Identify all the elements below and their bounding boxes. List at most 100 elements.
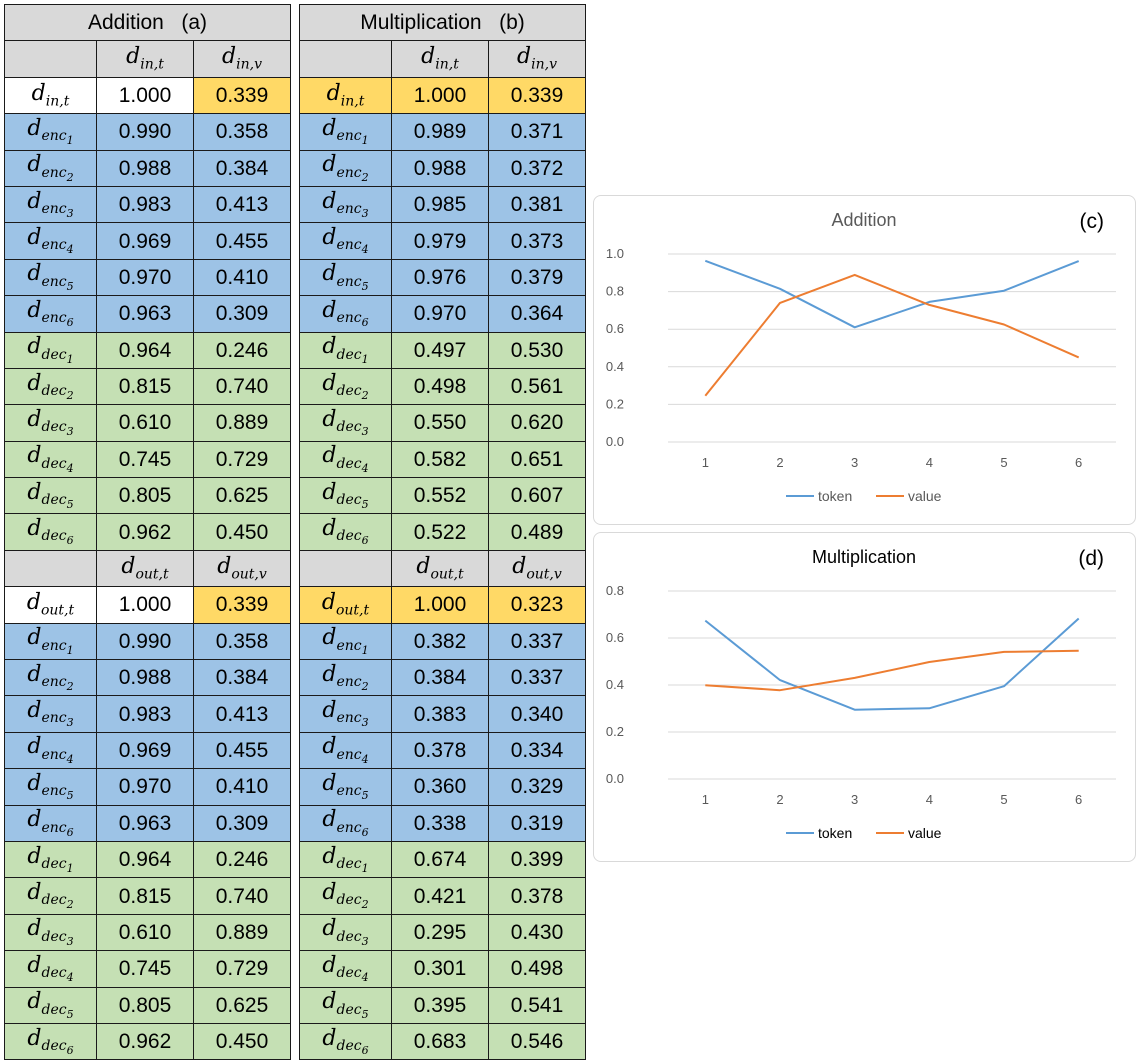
symbol-base: d bbox=[322, 952, 337, 978]
sub-subscript-text: 1 bbox=[66, 133, 74, 147]
token-value: 0.970 bbox=[413, 302, 467, 326]
sub-subscript-text: 6 bbox=[66, 825, 74, 839]
value-value-cell: 0.309 bbox=[192, 295, 292, 333]
sub-subscript-text: 6 bbox=[66, 315, 74, 329]
y-tick-label: 0.6 bbox=[606, 321, 624, 336]
math-symbol: ddec5 bbox=[322, 989, 368, 1020]
table-row: din,t 1.000 0.339 bbox=[299, 76, 587, 115]
symbol-base: d bbox=[27, 479, 42, 505]
symbol-subscript: dec2 bbox=[337, 383, 369, 401]
sub-subscript-text: 6 bbox=[361, 534, 369, 548]
value-value-cell: 0.625 bbox=[192, 986, 292, 1024]
token-value-cell: 0.522 bbox=[391, 513, 489, 551]
sub-subscript-text: 6 bbox=[361, 1043, 369, 1057]
table-row: ddec1 0.497 0.530 bbox=[299, 331, 587, 369]
sub-subscript-text: 5 bbox=[66, 279, 74, 293]
value-value: 0.740 bbox=[215, 375, 269, 399]
symbol-base: d bbox=[322, 661, 337, 687]
token-value-cell: 0.976 bbox=[391, 258, 489, 297]
token-value-cell: 0.552 bbox=[391, 477, 489, 515]
value-value: 0.889 bbox=[215, 920, 269, 944]
subscript-text: dec bbox=[336, 892, 362, 909]
subscript-text: dec bbox=[41, 1037, 67, 1054]
subscript-text: dec bbox=[41, 382, 67, 399]
value-value: 0.625 bbox=[215, 484, 269, 508]
row-label-cell: denc2 bbox=[299, 149, 392, 187]
token-value-cell: 0.805 bbox=[96, 477, 194, 515]
token-value: 1.000 bbox=[413, 593, 467, 617]
token-value: 0.384 bbox=[413, 666, 467, 690]
row-label-cell: denc5 bbox=[4, 768, 97, 806]
symbol-subscript: enc3 bbox=[336, 201, 368, 219]
symbol-sub-subscript: 2 bbox=[362, 170, 369, 183]
row-label-cell: ddec1 bbox=[4, 840, 97, 879]
symbol-sub-subscript: 6 bbox=[67, 825, 74, 838]
row-label-cell: ddec1 bbox=[299, 840, 392, 879]
symbol-base: d bbox=[222, 44, 237, 70]
sub-subscript-text: 5 bbox=[361, 279, 369, 293]
sub-subscript-text: 5 bbox=[66, 1007, 74, 1021]
symbol-subscript: out,t bbox=[336, 603, 369, 619]
token-value-cell: 0.988 bbox=[391, 149, 489, 187]
column-header-row: dout,t dout,v bbox=[4, 549, 292, 588]
symbol-subscript: enc2 bbox=[41, 674, 73, 692]
token-value: 0.815 bbox=[118, 884, 172, 908]
symbol-base: d bbox=[322, 261, 337, 287]
subscript-text: enc bbox=[336, 237, 362, 254]
sub-subscript-text: 3 bbox=[361, 425, 369, 439]
row-label-cell: denc2 bbox=[299, 659, 392, 697]
token-value-cell: 0.983 bbox=[96, 695, 194, 733]
value-value-cell: 0.455 bbox=[192, 731, 292, 770]
row-label-cell: ddec4 bbox=[299, 440, 392, 479]
table-row: denc1 0.990 0.358 bbox=[4, 622, 292, 661]
value-value-cell: 0.450 bbox=[192, 513, 292, 551]
value-value: 0.358 bbox=[215, 120, 269, 144]
symbol-base: d bbox=[322, 734, 337, 760]
token-value-cell: 0.382 bbox=[391, 622, 489, 661]
value-value-cell: 0.889 bbox=[192, 913, 292, 952]
row-label-cell: ddec6 bbox=[299, 513, 392, 551]
value-value: 0.729 bbox=[215, 957, 269, 981]
math-symbol: denc2 bbox=[27, 662, 73, 692]
subscript-text: dec bbox=[336, 928, 362, 945]
symbol-sub-subscript: 5 bbox=[67, 1007, 74, 1020]
token-value: 0.979 bbox=[413, 229, 467, 253]
symbol-base: d bbox=[322, 479, 337, 505]
title-gap bbox=[482, 11, 500, 34]
value-value: 0.339 bbox=[215, 593, 269, 617]
x-tick-label: 4 bbox=[926, 455, 933, 470]
subscript-text: dec bbox=[336, 455, 362, 472]
token-value-cell: 0.969 bbox=[96, 222, 194, 260]
x-tick-label: 1 bbox=[702, 455, 709, 470]
token-value: 0.674 bbox=[413, 848, 467, 872]
token-value-cell: 0.745 bbox=[96, 440, 194, 479]
sub-subscript-text: 4 bbox=[361, 752, 369, 766]
row-label-cell: denc4 bbox=[299, 731, 392, 770]
symbol-sub-subscript: 4 bbox=[67, 753, 74, 766]
token-value: 0.985 bbox=[413, 193, 467, 217]
value-value-cell: 0.339 bbox=[487, 76, 587, 115]
subscript-text: enc bbox=[336, 746, 362, 763]
subscript-text: enc bbox=[336, 819, 362, 836]
row-label-cell: denc2 bbox=[4, 149, 97, 187]
row-label-cell: ddec3 bbox=[4, 404, 97, 442]
table-row: ddec2 0.421 0.378 bbox=[299, 877, 587, 915]
value-value: 0.340 bbox=[510, 702, 564, 726]
symbol-subscript: enc6 bbox=[336, 819, 368, 838]
subscript-text: dec bbox=[41, 892, 67, 909]
header-corner-cell bbox=[299, 40, 392, 78]
token-value: 0.395 bbox=[413, 993, 467, 1017]
value-value: 0.364 bbox=[510, 302, 564, 326]
symbol-sub-subscript: 3 bbox=[362, 935, 369, 948]
math-symbol: ddec2 bbox=[27, 880, 73, 910]
token-value-cell: 0.962 bbox=[96, 513, 194, 551]
math-symbol: ddec6 bbox=[322, 516, 368, 547]
math-symbol: denc2 bbox=[27, 152, 73, 183]
value-value: 0.399 bbox=[510, 848, 564, 872]
multiplication-line-chart: Multiplication (d) 0.0 0.2 0.4 0.6 0.8 1 2 3 4 5 6 to… bbox=[606, 547, 1116, 841]
symbol-base: d bbox=[322, 807, 337, 833]
value-value-cell: 0.455 bbox=[192, 222, 292, 260]
y-tick-label: 0.8 bbox=[606, 284, 624, 299]
symbol-base: d bbox=[322, 188, 337, 214]
token-value-cell: 0.983 bbox=[96, 185, 194, 224]
